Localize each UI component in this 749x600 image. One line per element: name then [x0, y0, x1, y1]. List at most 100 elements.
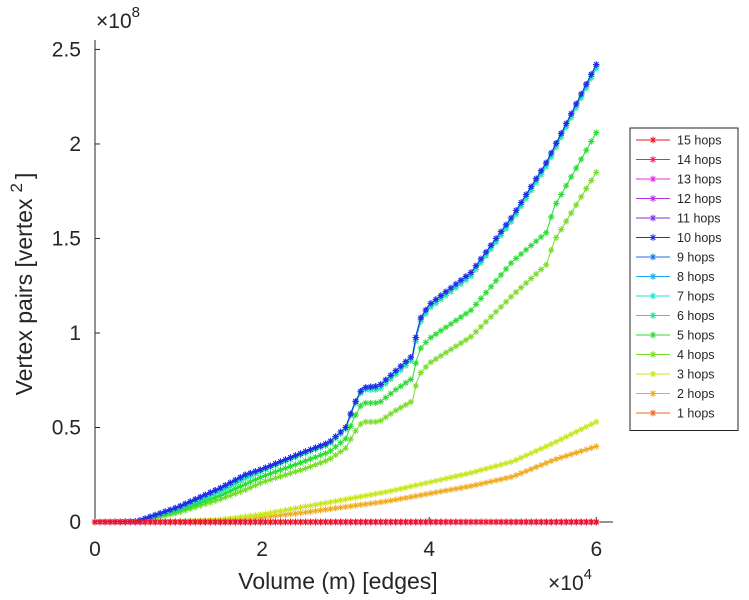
data-point	[121, 518, 129, 526]
legend-label: 4 hops	[677, 348, 715, 362]
data-point	[352, 502, 359, 509]
data-point	[262, 464, 269, 471]
data-point	[342, 496, 349, 503]
data-point	[262, 518, 269, 526]
legend-item: 1 hops	[636, 407, 715, 421]
data-point	[372, 499, 379, 506]
data-point	[462, 336, 470, 344]
data-point	[573, 518, 580, 526]
data-point	[367, 383, 374, 391]
data-point	[507, 293, 515, 301]
data-point	[432, 355, 440, 363]
data-point	[387, 372, 394, 379]
data-point	[392, 407, 399, 414]
data-point	[312, 444, 319, 451]
data-point	[517, 284, 525, 291]
data-point	[307, 508, 314, 515]
data-point	[487, 313, 495, 320]
data-point	[377, 417, 384, 424]
data-point	[407, 398, 415, 406]
data-point	[402, 518, 409, 526]
data-point	[302, 457, 309, 465]
series-layer	[91, 61, 600, 526]
data-point	[578, 518, 585, 526]
data-point	[242, 480, 249, 488]
data-point	[362, 384, 369, 391]
data-point	[287, 470, 294, 477]
data-point	[432, 296, 440, 303]
data-point	[527, 518, 535, 526]
data-point	[422, 306, 430, 314]
data-point	[342, 503, 349, 511]
data-point	[161, 508, 169, 515]
data-point	[407, 518, 415, 526]
data-point	[477, 295, 485, 302]
data-point	[382, 394, 389, 401]
data-point	[172, 504, 179, 512]
data-point	[492, 462, 500, 470]
data-point	[547, 440, 555, 448]
data-point	[187, 498, 194, 505]
data-point	[282, 456, 289, 463]
data-point	[588, 444, 595, 452]
legend-box	[629, 127, 739, 431]
data-point	[527, 465, 535, 473]
data-point	[472, 468, 480, 475]
data-point	[327, 498, 334, 506]
data-point	[332, 451, 339, 459]
series-line	[94, 64, 597, 523]
data-point	[547, 213, 555, 221]
data-point	[357, 501, 364, 509]
data-point	[472, 518, 480, 526]
data-point	[392, 518, 399, 526]
legend-label: 1 hops	[677, 407, 715, 421]
data-point	[387, 487, 394, 495]
data-point	[527, 183, 535, 190]
data-point	[547, 457, 555, 465]
data-point	[517, 518, 525, 526]
data-point	[166, 506, 174, 513]
data-point	[492, 518, 500, 526]
data-point	[457, 518, 465, 526]
data-point	[402, 484, 409, 491]
data-point	[522, 191, 530, 198]
data-point	[477, 466, 485, 474]
data-point	[392, 386, 399, 393]
legend-label: 7 hops	[677, 290, 715, 304]
data-point	[302, 448, 309, 455]
data-point	[377, 518, 384, 526]
data-point	[397, 363, 404, 370]
y-axis-label-superscript: 2	[7, 183, 26, 192]
data-point	[537, 266, 545, 273]
legend-label: 11 hops	[677, 212, 721, 226]
data-point	[432, 477, 440, 484]
series-15-hops	[91, 518, 600, 526]
data-point	[517, 199, 525, 206]
legend-marker	[649, 390, 657, 397]
data-point	[547, 518, 555, 526]
data-point	[232, 490, 239, 497]
data-point	[332, 433, 339, 440]
data-point	[312, 518, 319, 526]
data-point	[387, 410, 394, 418]
x-axis-label: Volume (m) [edges]	[238, 568, 437, 594]
legend-label: 10 hops	[677, 231, 721, 245]
data-point	[156, 510, 164, 517]
data-point	[312, 453, 319, 461]
data-point	[542, 261, 550, 269]
data-point	[568, 431, 575, 438]
data-point	[357, 402, 364, 410]
data-point	[502, 474, 510, 482]
data-point	[277, 458, 284, 465]
data-point	[437, 488, 445, 495]
data-point	[277, 511, 284, 519]
data-point	[477, 255, 485, 263]
data-point	[427, 300, 435, 307]
data-point	[287, 506, 294, 513]
data-point	[247, 469, 254, 477]
data-point	[312, 507, 319, 515]
data-point	[177, 502, 184, 510]
data-point	[232, 485, 239, 492]
data-point	[447, 486, 455, 493]
data-point	[412, 382, 420, 390]
